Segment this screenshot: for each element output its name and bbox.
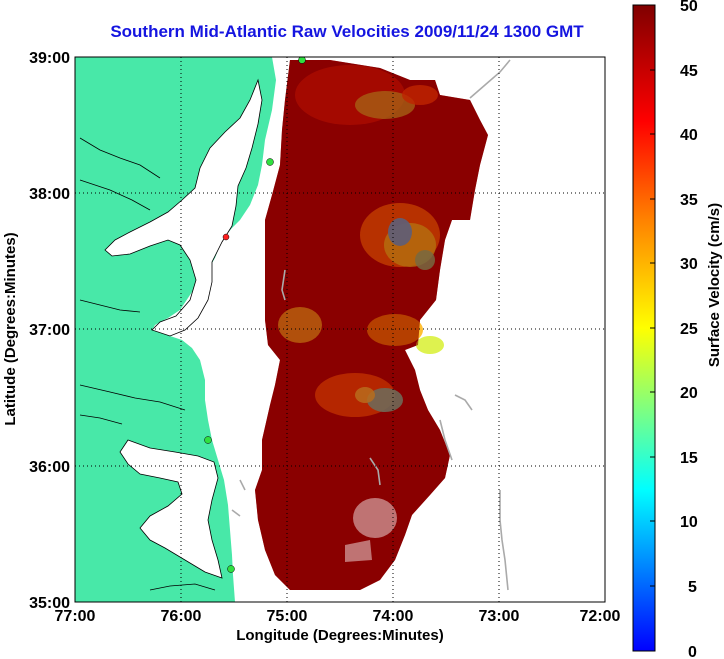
colorbar-tick-label: 35	[680, 192, 698, 209]
radar-station	[266, 158, 274, 166]
colorbar-tick-label: 10	[680, 514, 698, 531]
colorbar-tick-label: 25	[680, 321, 698, 338]
colorbar-tick-label: 45	[680, 63, 698, 80]
velocity-patch-east	[416, 336, 444, 354]
x-tick-label: 76:00	[161, 608, 202, 625]
colorbar-tick-label: 20	[680, 385, 698, 402]
radar-station	[227, 565, 235, 573]
colorbar-tick-label: 0	[688, 644, 697, 659]
colorbar-tick-label: 15	[680, 450, 698, 467]
radar-station	[298, 57, 306, 64]
y-tick-label: 38:00	[29, 186, 70, 203]
plot-frame	[74, 56, 606, 603]
x-axis-label: Longitude (Degrees:Minutes)	[236, 627, 444, 644]
x-tick-label: 74:00	[373, 608, 414, 625]
chesapeake-bay	[104, 78, 263, 337]
x-tick-labels: 77:00 76:00 75:00 74:00 73:00 72:00	[55, 608, 621, 625]
colorbar-label: Surface Velocity (cm/s)	[706, 203, 723, 367]
x-tick-label: 75:00	[267, 608, 308, 625]
x-tick-label: 77:00	[55, 608, 96, 625]
y-tick-label: 37:00	[29, 322, 70, 339]
y-tick-label: 39:00	[29, 50, 70, 67]
grid-lines	[75, 57, 605, 602]
map-title: Southern Mid-Atlantic Raw Velocities 200…	[110, 22, 584, 41]
colorbar-tick-label: 5	[688, 579, 697, 596]
pamlico-sound	[119, 439, 223, 579]
river-lines	[79, 137, 216, 591]
x-tick-label: 73:00	[479, 608, 520, 625]
radar-station	[204, 436, 212, 444]
colorbar-tick-label: 40	[680, 127, 698, 144]
y-tick-label: 36:00	[29, 459, 70, 476]
y-tick-labels: 39:00 38:00 37:00 36:00 35:00	[29, 50, 70, 612]
y-axis-label: Latitude (Degrees:Minutes)	[2, 232, 19, 425]
colorbar-tick-label: 30	[680, 256, 698, 273]
colorbar-tick-labels: 50 45 40 35 30 25 20 15 10 5 0	[680, 0, 698, 659]
radar-station-red	[222, 233, 230, 241]
y-tick-label: 35:00	[29, 595, 70, 612]
x-tick-label: 72:00	[580, 608, 621, 625]
colorbar-ticks	[650, 4, 655, 587]
colorbar-tick-label: 50	[680, 0, 698, 15]
bathymetry-contour	[231, 59, 511, 591]
